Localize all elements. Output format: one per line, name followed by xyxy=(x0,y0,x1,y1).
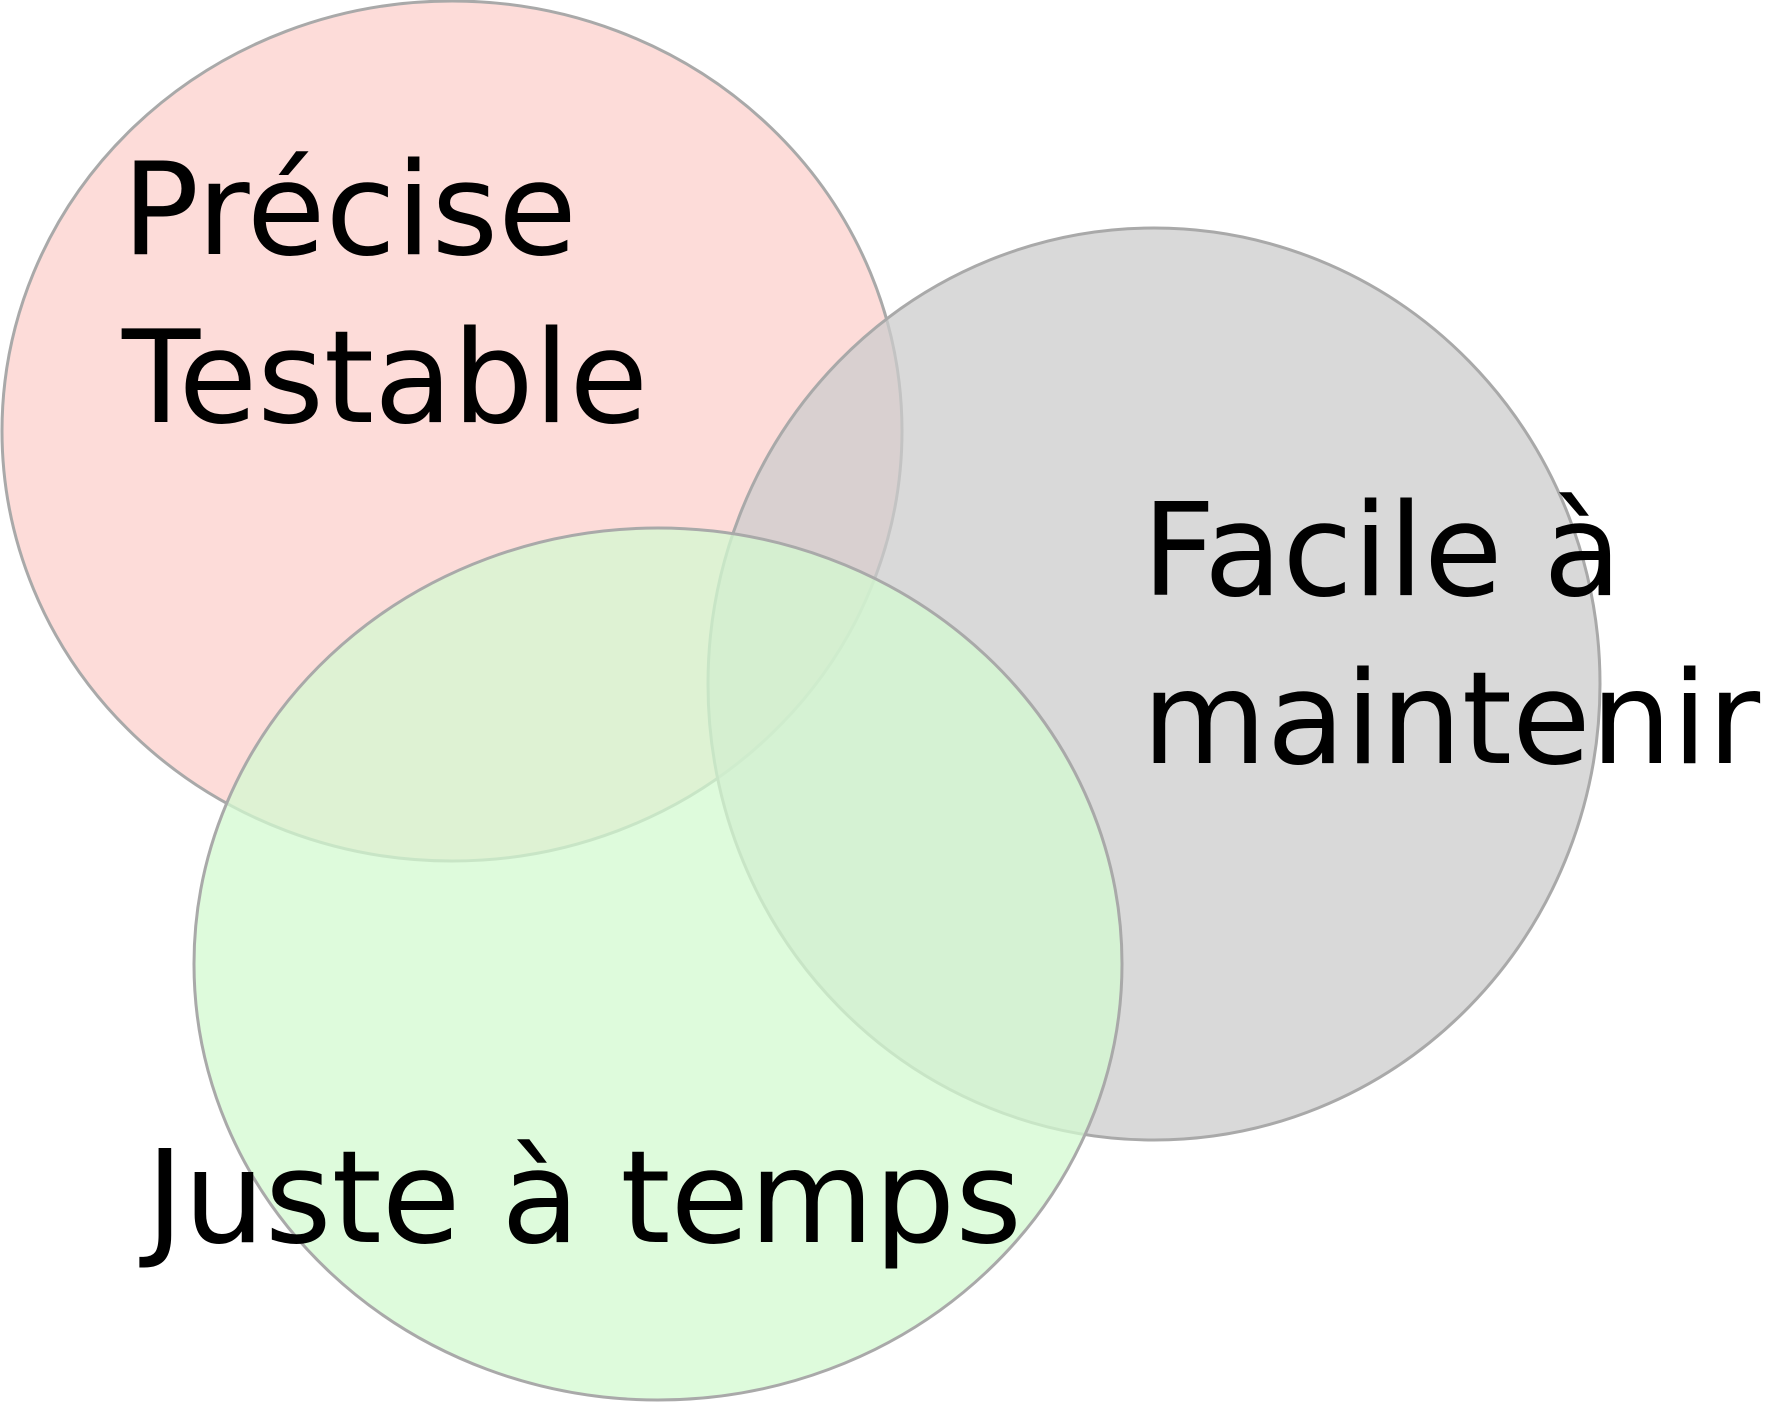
label-precise-line-1: Précise xyxy=(122,136,577,285)
label-precise-line-2: Testable xyxy=(121,304,648,453)
label-maintainable-line-2: maintenir xyxy=(1142,645,1760,794)
label-precise: Précise Testable xyxy=(121,136,648,453)
label-maintainable-line-1: Facile à xyxy=(1142,477,1622,626)
label-just-in-time: Juste à temps xyxy=(139,1124,1022,1273)
label-maintainable: Facile à maintenir xyxy=(1142,477,1760,794)
circle-just-in-time xyxy=(192,526,1124,1402)
label-just-in-time-line-1: Juste à temps xyxy=(139,1124,1022,1273)
